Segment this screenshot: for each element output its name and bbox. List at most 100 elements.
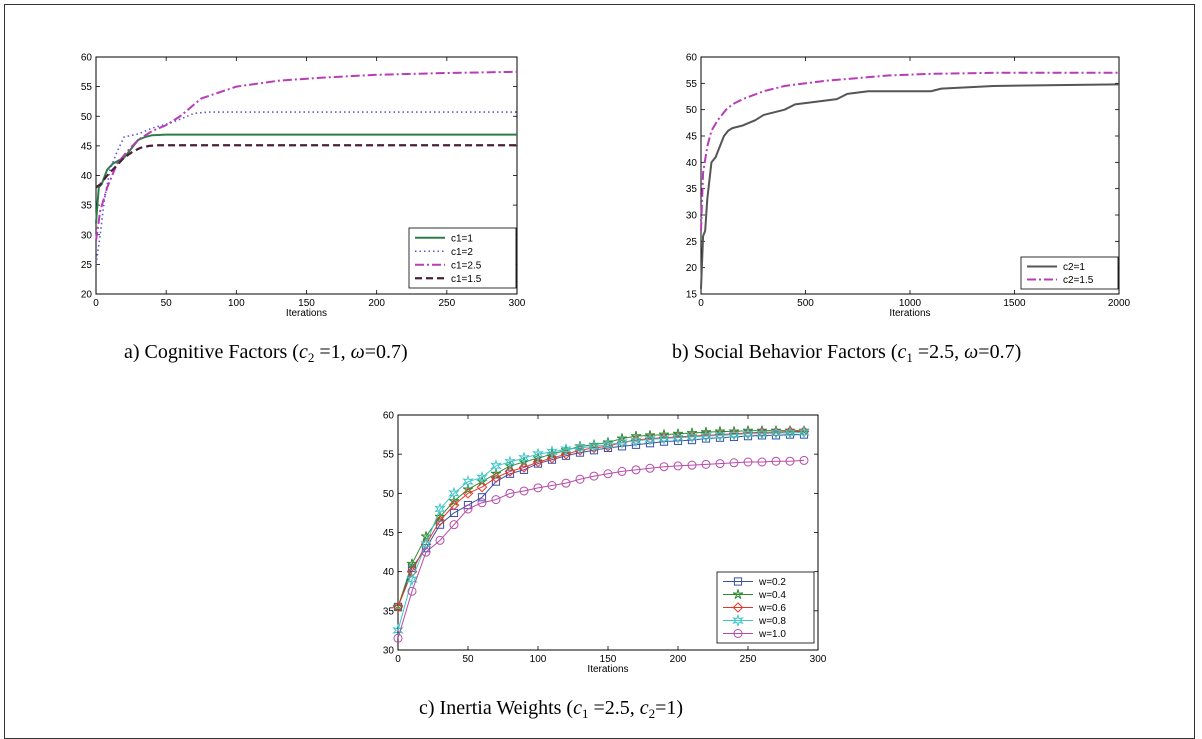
chart-c-ytick-label: 55 <box>383 450 395 461</box>
chart-c-point <box>686 430 698 444</box>
chart-c-point <box>645 463 655 473</box>
chart-social-behavior-factors: 0 500 1000 1500 2000 15 20 25 30 35 40 45 50 55 60 Iter… <box>686 53 1131 320</box>
chart-b-legend-label: c2=1.5 <box>1063 275 1094 286</box>
chart-b-ytick-label: 40 <box>686 158 698 169</box>
chart-c-point <box>700 429 712 443</box>
chart-c-point <box>785 456 795 466</box>
chart-c-point <box>715 459 725 469</box>
chart-c-point <box>561 478 571 488</box>
chart-c-point <box>602 437 614 447</box>
chart-a-ytick-label: 30 <box>81 230 93 241</box>
chart-c-point <box>504 466 516 477</box>
chart-a-series-2 <box>95 111 517 265</box>
chart-c-point <box>588 439 600 454</box>
chart-c-point <box>448 486 460 501</box>
chart-c-point <box>701 459 711 469</box>
chart-a-legend-label: c1=2.5 <box>451 260 482 271</box>
chart-c-point <box>406 566 418 577</box>
chart-c-point <box>505 488 515 498</box>
chart-c-point <box>616 433 628 444</box>
chart-b-xtick-label: 500 <box>797 298 814 309</box>
chart-a-series-line <box>95 111 517 265</box>
chart-b-xtick-label: 1500 <box>1003 298 1026 309</box>
chart-c-point <box>617 466 627 476</box>
chart-a-legend: c1=1 c1=2 c1=2.5 c1=1.5 <box>408 227 517 289</box>
chart-a-legend-label: c1=2 <box>451 247 473 258</box>
chart-c-point <box>434 515 446 527</box>
chart-c-point <box>630 434 642 448</box>
caption-a: a) Cognitive Factors (c2 =1, ω=0.7) <box>124 341 408 365</box>
caption-c: c) Inertia Weights (c1 =2.5, c2=1) <box>419 697 684 721</box>
chart-a-series-4 <box>95 144 517 189</box>
chart-a-ytick-label: 40 <box>81 171 93 182</box>
chart-b-legend-label: c2=1 <box>1063 262 1085 273</box>
chart-a-xtick-label: 200 <box>368 298 385 309</box>
chart-c-point <box>434 502 446 516</box>
chart-c-point <box>462 474 474 489</box>
chart-c-point <box>757 457 767 467</box>
chart-c-xtick-label: 0 <box>395 654 401 665</box>
chart-cognitive-factors: 0 50 100 150 200 250 300 20 25 30 35 40 45 50 55 60 Iter… <box>81 53 526 320</box>
chart-a-ytick-label: 35 <box>81 201 93 212</box>
chart-c-xtick-label: 300 <box>810 654 827 665</box>
chart-c-ytick-label: 40 <box>383 567 395 578</box>
chart-c-point <box>687 460 697 470</box>
chart-c-point <box>533 483 543 493</box>
chart-a-ytick-label: 25 <box>81 260 93 271</box>
chart-c-point <box>644 432 656 446</box>
chart-c-point <box>686 427 698 438</box>
chart-c-point <box>449 520 459 530</box>
chart-c-point <box>560 448 572 460</box>
chart-c-ytick-label: 30 <box>383 646 395 657</box>
chart-a-xtick-label: 100 <box>228 298 245 309</box>
chart-c-point <box>630 430 642 441</box>
chart-c-legend-marker <box>732 589 744 600</box>
chart-a-ytick-label: 45 <box>81 141 93 152</box>
chart-c-point <box>406 558 418 569</box>
chart-c-point <box>490 472 502 483</box>
chart-c-xtick-label: 200 <box>670 654 687 665</box>
chart-b-xtick-label: 2000 <box>1108 298 1131 309</box>
chart-c-point <box>673 461 683 471</box>
chart-c-point <box>546 445 558 459</box>
chart-c-legend: w=0.2 w=0.4 w=0.6 w=0.8 w=1.0 <box>716 571 815 644</box>
chart-c-point <box>728 427 740 442</box>
chart-c-point <box>799 455 809 465</box>
chart-b-series-line <box>700 71 1119 231</box>
chart-c-point <box>700 427 712 437</box>
chart-c-point <box>784 426 796 440</box>
chart-b-ytick-label: 15 <box>686 290 698 301</box>
chart-c-series-line <box>397 459 805 639</box>
chart-c-point <box>462 484 474 494</box>
chart-a-ytick-label: 60 <box>81 53 93 64</box>
chart-c-ytick-label: 35 <box>383 606 395 617</box>
chart-c-point <box>406 572 418 587</box>
chart-c-point <box>477 498 487 508</box>
chart-c-point <box>407 586 417 596</box>
chart-c-point <box>798 425 810 439</box>
chart-c-point <box>575 474 585 484</box>
chart-c-point <box>616 435 628 450</box>
chart-c-xtick-label: 150 <box>600 654 617 665</box>
chart-c-point <box>672 431 684 445</box>
chart-c-point <box>477 493 487 502</box>
chart-a-xtick-label: 150 <box>298 298 315 309</box>
chart-b-ytick-label: 60 <box>686 53 698 64</box>
chart-a-xtick-label: 250 <box>438 298 455 309</box>
chart-b-legend: c2=1 c2=1.5 <box>1020 256 1119 290</box>
chart-b-xtick-label: 1000 <box>899 298 922 309</box>
chart-c-point <box>519 465 529 474</box>
chart-c-point <box>742 425 754 436</box>
chart-c-point <box>463 504 473 514</box>
chart-b-series-2 <box>700 71 1119 231</box>
chart-c-series-5 <box>393 455 809 643</box>
chart-c-point <box>505 469 515 478</box>
chart-c-point <box>420 537 432 551</box>
chart-c-point <box>574 441 586 455</box>
chart-b-xtick-label: 0 <box>698 298 704 309</box>
chart-c-legend-marker <box>732 602 744 613</box>
chart-c-legend-marker <box>733 629 743 638</box>
chart-inertia-weights: 0 50 100 150 200 250 300 30 35 40 45 50 55 60 Iteratio… <box>383 411 827 676</box>
chart-c-point <box>490 459 502 473</box>
chart-c-xtick-label: 50 <box>462 654 474 665</box>
